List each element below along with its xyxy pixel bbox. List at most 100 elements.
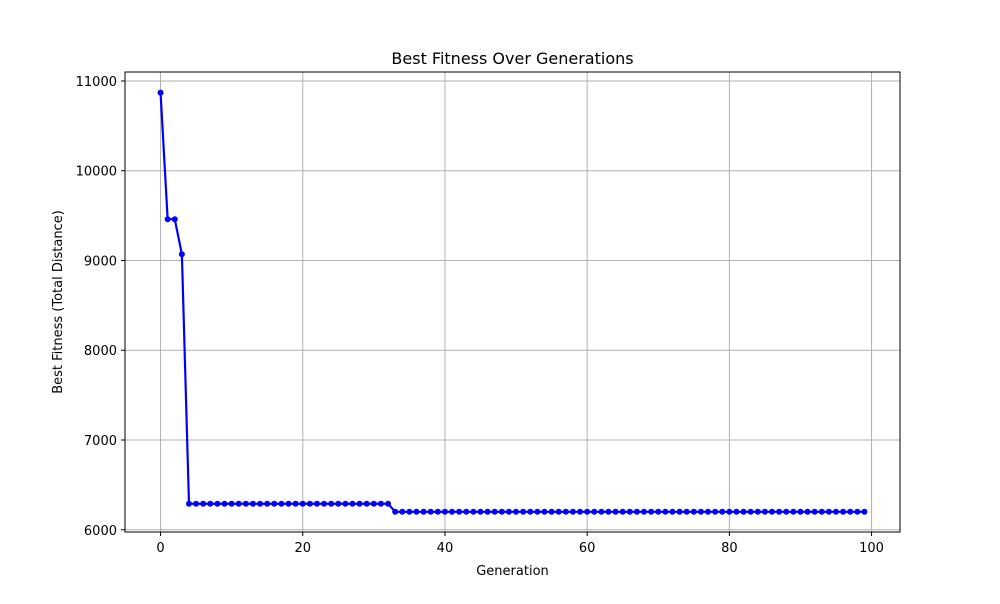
data-point bbox=[633, 508, 640, 515]
data-point bbox=[697, 508, 704, 515]
data-point bbox=[385, 500, 392, 507]
data-point bbox=[193, 500, 200, 507]
data-point bbox=[271, 500, 278, 507]
data-point bbox=[413, 508, 420, 515]
data-point bbox=[377, 500, 384, 507]
data-point bbox=[313, 500, 320, 507]
data-point bbox=[776, 508, 783, 515]
data-point bbox=[505, 508, 512, 515]
y-tick-label: 11000 bbox=[76, 75, 117, 90]
x-tick-label: 20 bbox=[294, 541, 311, 556]
data-point bbox=[235, 500, 242, 507]
x-tick-label: 100 bbox=[859, 541, 884, 556]
data-point bbox=[854, 508, 861, 515]
data-point bbox=[356, 500, 363, 507]
x-tick-label: 80 bbox=[721, 541, 738, 556]
data-point bbox=[164, 216, 171, 223]
data-point bbox=[399, 508, 406, 515]
data-point bbox=[648, 508, 655, 515]
data-point bbox=[705, 508, 712, 515]
data-point bbox=[513, 508, 520, 515]
data-point bbox=[470, 508, 477, 515]
data-point bbox=[783, 508, 790, 515]
data-point bbox=[833, 508, 840, 515]
chart-title: Best Fitness Over Generations bbox=[391, 49, 633, 68]
data-point bbox=[370, 500, 377, 507]
data-point bbox=[441, 508, 448, 515]
x-tick-label: 40 bbox=[437, 541, 454, 556]
x-tick-label: 60 bbox=[579, 541, 596, 556]
data-point bbox=[655, 508, 662, 515]
y-tick-label: 6000 bbox=[84, 524, 117, 539]
data-point bbox=[249, 500, 256, 507]
data-point bbox=[342, 500, 349, 507]
data-point bbox=[520, 508, 527, 515]
data-point bbox=[605, 508, 612, 515]
data-point bbox=[825, 508, 832, 515]
data-point bbox=[363, 500, 370, 507]
data-point bbox=[257, 500, 264, 507]
data-point bbox=[641, 508, 648, 515]
data-point bbox=[321, 500, 328, 507]
series-layer bbox=[157, 89, 868, 515]
y-axis-label: Best Fitness (Total Distance) bbox=[51, 210, 66, 394]
plot-frame bbox=[124, 71, 901, 533]
data-point bbox=[242, 500, 249, 507]
data-point bbox=[200, 500, 207, 507]
data-point bbox=[498, 508, 505, 515]
data-point bbox=[463, 508, 470, 515]
data-point bbox=[420, 508, 427, 515]
data-point bbox=[747, 508, 754, 515]
data-point bbox=[818, 508, 825, 515]
data-point bbox=[157, 89, 164, 96]
data-point bbox=[676, 508, 683, 515]
data-point bbox=[306, 500, 313, 507]
data-point bbox=[598, 508, 605, 515]
data-point bbox=[221, 500, 228, 507]
data-point bbox=[228, 500, 235, 507]
data-point bbox=[285, 500, 292, 507]
data-point bbox=[527, 508, 534, 515]
data-point bbox=[548, 508, 555, 515]
data-point bbox=[434, 508, 441, 515]
data-point bbox=[612, 508, 619, 515]
y-axis-ticks: 6000 7000 8000 9000 10000 11000 bbox=[76, 75, 125, 539]
data-point bbox=[811, 508, 818, 515]
data-point bbox=[847, 508, 854, 515]
data-point bbox=[569, 508, 576, 515]
data-point bbox=[797, 508, 804, 515]
data-point bbox=[534, 508, 541, 515]
data-point bbox=[456, 508, 463, 515]
x-tick-label: 0 bbox=[156, 541, 164, 556]
data-point bbox=[335, 500, 342, 507]
data-point bbox=[861, 508, 868, 515]
x-axis-label: Generation bbox=[476, 564, 549, 579]
y-tick-label: 7000 bbox=[84, 434, 117, 449]
data-point bbox=[804, 508, 811, 515]
data-point bbox=[328, 500, 335, 507]
data-point bbox=[292, 500, 299, 507]
data-point bbox=[491, 508, 498, 515]
data-point bbox=[712, 508, 719, 515]
data-point bbox=[278, 500, 285, 507]
data-point bbox=[669, 508, 676, 515]
data-point bbox=[584, 508, 591, 515]
data-point bbox=[555, 508, 562, 515]
data-point bbox=[171, 216, 178, 223]
data-point bbox=[719, 508, 726, 515]
data-point bbox=[392, 508, 399, 515]
grid-lines bbox=[125, 72, 900, 532]
data-point bbox=[790, 508, 797, 515]
data-point bbox=[662, 508, 669, 515]
data-point bbox=[840, 508, 847, 515]
data-point bbox=[214, 500, 221, 507]
data-point bbox=[626, 508, 633, 515]
data-point bbox=[769, 508, 776, 515]
data-point bbox=[683, 508, 690, 515]
data-point bbox=[427, 508, 434, 515]
data-point bbox=[726, 508, 733, 515]
y-tick-label: 10000 bbox=[76, 165, 117, 180]
